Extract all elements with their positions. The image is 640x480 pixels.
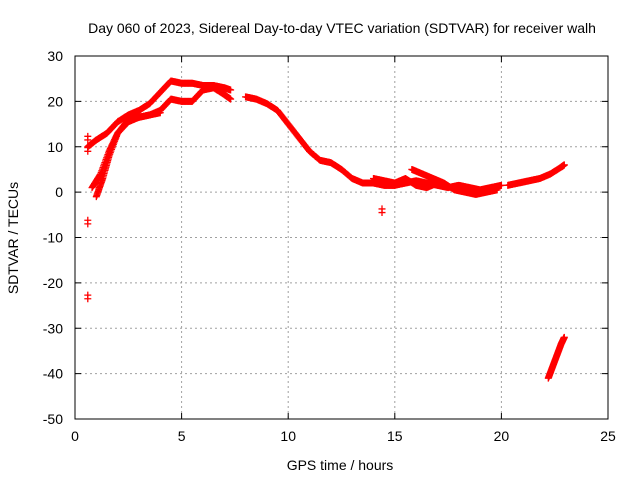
data-point xyxy=(84,132,92,140)
y-tick-label: -30 xyxy=(43,320,63,336)
data-point xyxy=(227,95,235,103)
x-tick-label: 5 xyxy=(178,428,186,444)
x-tick-label: 25 xyxy=(600,428,616,444)
y-tick-label: 20 xyxy=(47,93,63,109)
data-point xyxy=(84,144,92,152)
y-tick-label: -10 xyxy=(43,230,63,246)
data-point xyxy=(497,181,505,189)
data-point xyxy=(560,161,568,169)
axes: 0 5 10 15 20 25 -50 -40 -30 -20 -10 0 10 20 30 xyxy=(43,48,616,444)
chart-title: Day 060 of 2023, Sidereal Day-to-day VTE… xyxy=(88,20,596,36)
x-axis-label: GPS time / hours xyxy=(287,457,394,473)
x-tick-label: 0 xyxy=(71,428,79,444)
y-tick-label: -20 xyxy=(43,275,63,291)
x-tick-label: 20 xyxy=(494,428,510,444)
x-tick-label: 10 xyxy=(280,428,296,444)
data-point xyxy=(84,291,92,299)
data-point xyxy=(433,179,441,187)
y-tick-label: -50 xyxy=(43,411,63,427)
data-points xyxy=(84,77,568,382)
y-tick-label: 10 xyxy=(47,139,63,155)
data-point xyxy=(156,109,164,117)
y-tick-label: 30 xyxy=(47,48,63,64)
grid xyxy=(75,56,608,419)
x-tick-label: 15 xyxy=(387,428,403,444)
data-point xyxy=(227,86,235,94)
y-tick-label: 0 xyxy=(55,184,63,200)
data-point xyxy=(378,205,386,213)
data-point xyxy=(560,333,568,341)
y-tick-label: -40 xyxy=(43,366,63,382)
data-point xyxy=(493,186,501,194)
data-point xyxy=(84,216,92,224)
y-axis-label: SDTVAR / TECUs xyxy=(5,182,21,294)
